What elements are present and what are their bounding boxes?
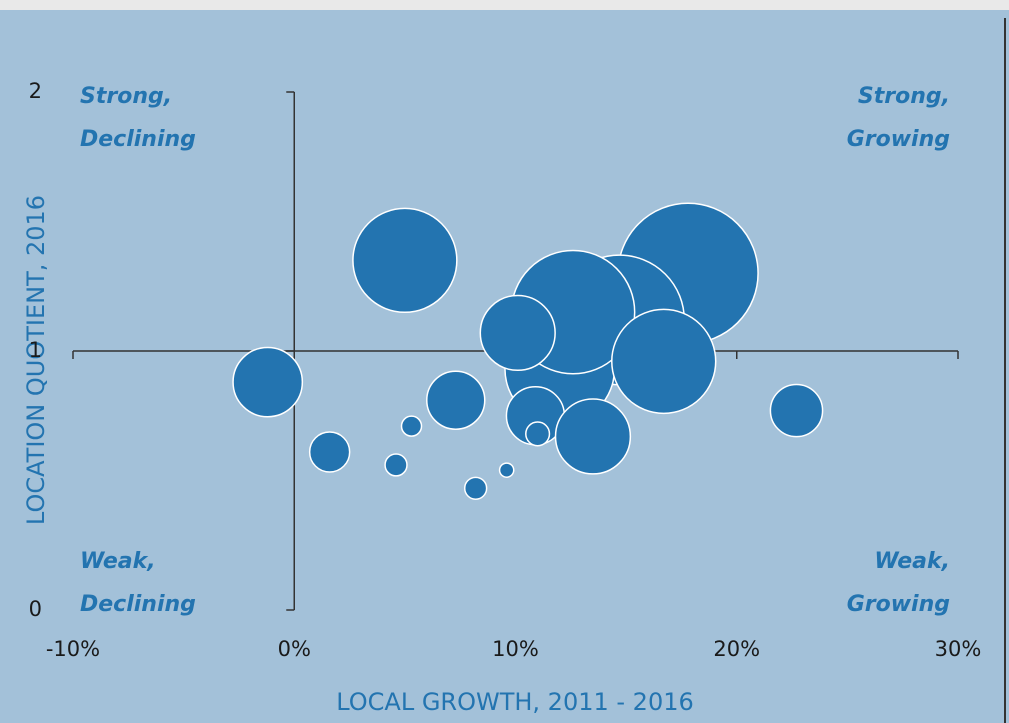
quadrant-label: Growing	[847, 592, 950, 617]
bubble	[525, 421, 551, 447]
bubble	[554, 398, 632, 475]
quadrant-label: Strong,	[80, 84, 172, 109]
bubble	[611, 308, 717, 415]
quadrant-label: Declining	[80, 592, 196, 617]
bubble	[769, 383, 824, 438]
y-axis-title: LOCATION QUOTIENT, 2016	[22, 195, 50, 525]
x-tick-label: -10%	[46, 637, 100, 661]
bubble	[498, 462, 515, 478]
y-tick-label: 2	[29, 79, 42, 103]
x-axis-title: LOCAL GROWTH, 2011 - 2016	[336, 688, 694, 716]
quadrant-label: Growing	[847, 127, 950, 152]
bubble	[479, 294, 556, 372]
x-tick-label: 0%	[278, 637, 311, 661]
y-tick-label: 1	[29, 338, 42, 362]
quadrant-label: Declining	[80, 127, 196, 152]
bubble	[384, 453, 408, 477]
top-strip	[0, 0, 1009, 10]
bubble	[463, 476, 488, 500]
y-tick-label: 0	[29, 597, 42, 621]
bubble	[426, 370, 486, 430]
quadrant-label: Weak,	[874, 549, 950, 574]
quadrant-label: Weak,	[80, 549, 156, 574]
bubble	[400, 415, 423, 437]
x-tick-label: 10%	[492, 637, 539, 661]
bubble	[232, 346, 304, 418]
quadrant-label: Strong,	[858, 84, 950, 109]
bubble	[308, 431, 351, 473]
x-tick-label: 30%	[935, 637, 982, 661]
x-tick-label: 20%	[713, 637, 760, 661]
bubble	[352, 207, 458, 314]
